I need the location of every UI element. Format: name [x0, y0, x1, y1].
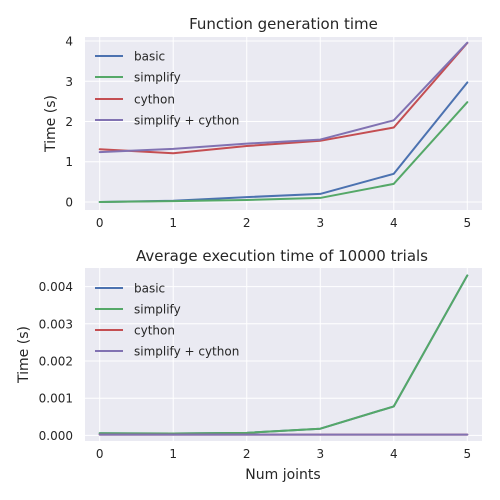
y-tick-label-4: 0.004: [39, 280, 73, 294]
series-lines-1: [98, 41, 469, 203]
y-tick-label-2: 2: [65, 115, 73, 129]
y-tick-label-0: 0.000: [39, 429, 73, 443]
grid-1: [85, 37, 482, 210]
x-tick-label-2: 2: [243, 447, 251, 461]
x-tick-label-4: 4: [390, 216, 398, 230]
x-tick-label-0: 0: [96, 216, 104, 230]
legend-label-simplify: simplify: [134, 303, 181, 317]
chart-function-generation-time: 0 1 2 3 4 0 1 2 3 4 5 Function generation time Ti…: [43, 15, 482, 230]
y-axis-label-2: Time (s): [16, 326, 32, 384]
chart-title-1: Function generation time: [189, 15, 378, 33]
chart-average-execution-time: 0.000 0.001 0.002 0.003 0.004 0 1 2 3 4 5 Average…: [16, 247, 482, 483]
x-tick-label-5: 5: [463, 216, 471, 230]
series-line-simplify: [98, 101, 469, 203]
series-line-cython: [98, 42, 469, 155]
legend-label-cython: cython: [134, 93, 175, 107]
chart-title-2: Average execution time of 10000 trials: [136, 247, 428, 265]
x-tick-label-0: 0: [96, 447, 104, 461]
x-tick-label-3: 3: [316, 447, 324, 461]
x-tick-label-1: 1: [169, 216, 177, 230]
legend-label-simplify-cython: simplify + cython: [134, 114, 239, 128]
y-tick-label-1: 1: [65, 155, 73, 169]
x-axis-label-2: Num joints: [245, 467, 320, 483]
x-tick-label-1: 1: [169, 447, 177, 461]
y-tick-label-3: 0.003: [39, 317, 73, 331]
series-lines-2: [98, 274, 469, 436]
series-line-simplify: [98, 274, 469, 435]
x-tick-label-4: 4: [390, 447, 398, 461]
x-ticks-1: 0 1 2 3 4 5: [96, 216, 471, 230]
y-ticks-1: 0 1 2 3 4: [65, 35, 73, 210]
legend-2: basic simplify cython simplify + cython: [95, 282, 239, 359]
y-tick-label-2: 0.002: [39, 355, 73, 369]
y-tick-label-1: 0.001: [39, 392, 73, 406]
y-tick-label-0: 0: [65, 195, 73, 209]
plot-area-1: [85, 37, 482, 210]
legend-label-simplify-cython: simplify + cython: [134, 345, 239, 359]
y-ticks-2: 0.000 0.001 0.002 0.003 0.004: [39, 280, 73, 443]
x-ticks-2: 0 1 2 3 4 5: [96, 447, 471, 461]
x-tick-label-3: 3: [316, 216, 324, 230]
x-tick-label-2: 2: [243, 216, 251, 230]
legend-label-simplify: simplify: [134, 71, 181, 85]
y-axis-label-1: Time (s): [43, 95, 59, 153]
plot-area-2: [85, 268, 482, 441]
legend-1: basic simplify cython simplify + cython: [95, 50, 239, 128]
legend-label-cython: cython: [134, 324, 175, 338]
y-tick-label-3: 3: [65, 75, 73, 89]
series-line-simplify-cython: [98, 41, 469, 154]
legend-label-basic: basic: [134, 282, 165, 296]
x-tick-label-5: 5: [463, 447, 471, 461]
y-tick-label-4: 4: [65, 35, 73, 49]
legend-label-basic: basic: [134, 50, 165, 64]
